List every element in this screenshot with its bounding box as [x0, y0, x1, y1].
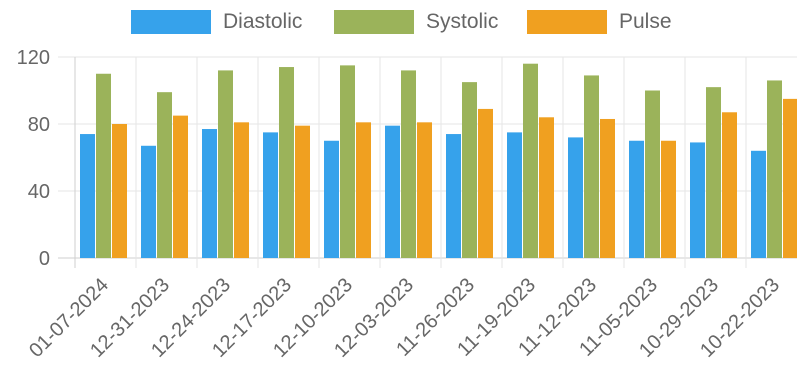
bar-pulse	[112, 124, 127, 258]
bar-diastolic	[446, 134, 461, 258]
y-tick-label: 0	[39, 248, 50, 270]
bar-pulse	[722, 112, 737, 259]
bar-systolic	[523, 63, 538, 259]
bar-pulse	[783, 98, 797, 258]
bar-systolic	[462, 82, 477, 258]
bar-systolic	[645, 90, 660, 258]
bar-pulse	[356, 122, 371, 258]
bar-diastolic	[324, 140, 339, 258]
bar-pulse	[539, 117, 554, 258]
y-tick-label: 120	[17, 47, 50, 69]
legend-swatch-pulse	[527, 10, 607, 34]
bar-pulse	[417, 122, 432, 258]
bar-diastolic	[141, 145, 156, 258]
legend-label-diastolic: Diastolic	[223, 10, 303, 33]
legend-item-systolic[interactable]: Systolic	[334, 8, 498, 36]
bar-diastolic	[263, 132, 278, 258]
bar-pulse	[295, 125, 310, 258]
bar-systolic	[584, 75, 599, 258]
legend-label-pulse: Pulse	[619, 10, 672, 33]
bar-diastolic	[751, 150, 766, 258]
bar-systolic	[96, 73, 111, 258]
bar-diastolic	[385, 125, 400, 258]
bar-systolic	[279, 67, 294, 258]
bar-diastolic	[690, 142, 705, 258]
legend-item-pulse[interactable]: Pulse	[527, 8, 672, 36]
bar-diastolic	[568, 137, 583, 258]
bar-diastolic	[507, 132, 522, 258]
chart-legend: Diastolic Systolic Pulse	[0, 4, 797, 38]
y-tick-label: 80	[28, 114, 50, 136]
bar-pulse	[600, 118, 615, 258]
legend-label-systolic: Systolic	[426, 10, 499, 33]
bar-systolic	[340, 65, 355, 258]
bar-pulse	[661, 140, 676, 258]
bar-diastolic	[80, 134, 95, 258]
bar-pulse	[173, 115, 188, 258]
bar-diastolic	[629, 140, 644, 258]
bar-systolic	[157, 92, 172, 258]
legend-swatch-diastolic	[131, 10, 211, 34]
bar-systolic	[767, 80, 782, 258]
legend-item-diastolic[interactable]: Diastolic	[131, 8, 302, 36]
legend-swatch-systolic	[334, 10, 414, 34]
bar-pulse	[234, 122, 249, 258]
bar-diastolic	[202, 129, 217, 258]
bar-pulse	[478, 108, 493, 258]
bar-systolic	[401, 70, 416, 259]
bar-systolic	[706, 87, 721, 259]
y-tick-label: 40	[28, 181, 50, 203]
bar-systolic	[218, 70, 233, 259]
